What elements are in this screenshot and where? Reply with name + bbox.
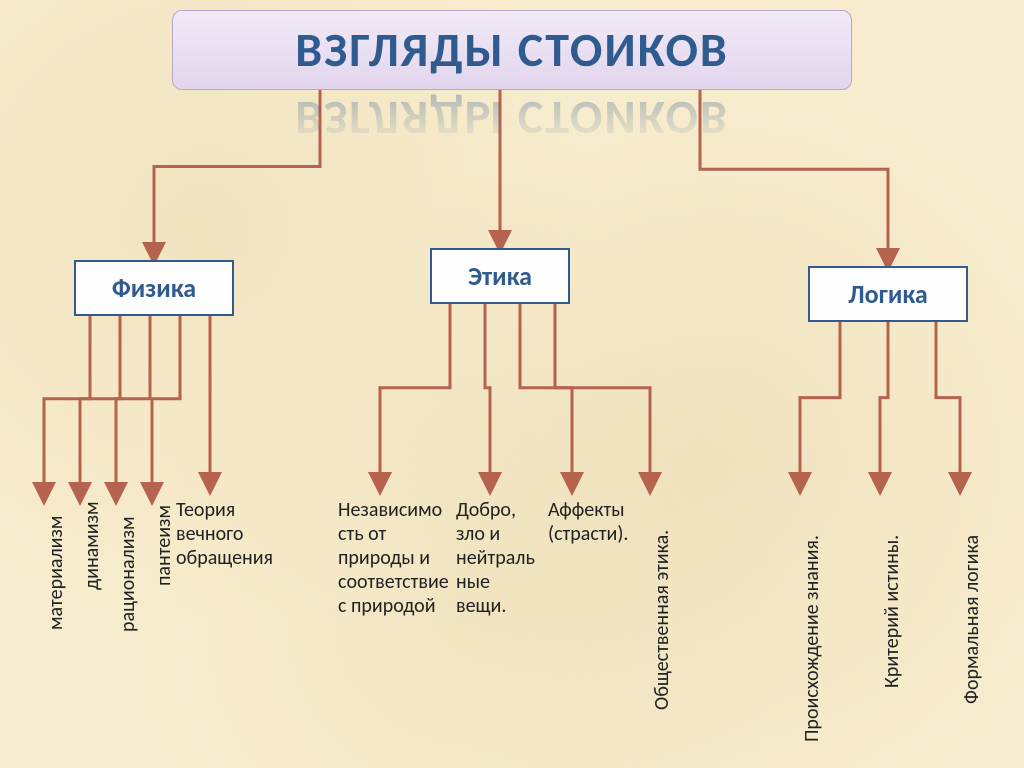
leaf-dynamism: динамизм xyxy=(80,501,104,590)
leaf-eternal-return: Теория вечного обращения xyxy=(176,498,306,570)
branch-physics: Физика xyxy=(74,260,234,316)
leaf-good-evil: Добро, зло и нейтральные вещи. xyxy=(456,498,542,618)
leaf-criterion-truth: Критерий истины. xyxy=(880,535,904,688)
title-reflection: ВЗГЛЯДЫ СТОИКОВ xyxy=(172,90,852,148)
connector-layer xyxy=(0,0,1024,768)
leaf-materialism: материализм xyxy=(44,516,68,630)
diagram-root: ВЗГЛЯДЫ СТОИКОВ ВЗГЛЯДЫ СТОИКОВ Физика Эт… xyxy=(0,0,1024,768)
branch-ethics: Этика xyxy=(430,248,570,304)
leaf-origin-knowledge: Происхождение знания. xyxy=(800,535,824,742)
leaf-independence: Независимость от природы и соответствие … xyxy=(338,498,450,618)
leaf-rationalism: рационализм xyxy=(116,516,140,632)
leaf-affects: Аффекты (страсти). xyxy=(548,498,634,546)
title-box: ВЗГЛЯДЫ СТОИКОВ xyxy=(172,10,852,90)
branch-logic: Логика xyxy=(808,266,968,322)
title-text: ВЗГЛЯДЫ СТОИКОВ xyxy=(295,26,729,74)
leaf-pantheism: пантеизм xyxy=(152,505,176,586)
leaf-social-ethics: Общественная этика. xyxy=(650,530,674,710)
leaf-formal-logic: Формальная логика xyxy=(960,535,984,704)
